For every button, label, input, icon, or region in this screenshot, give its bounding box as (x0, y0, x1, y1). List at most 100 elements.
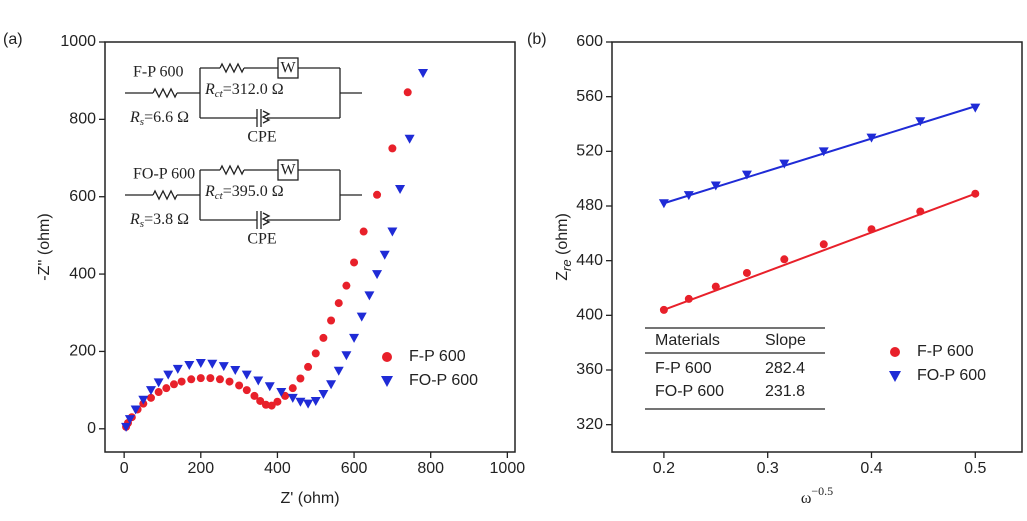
data-point (341, 351, 352, 361)
y-tick-label: 400 (576, 307, 603, 324)
legend-label: F-P 600 (409, 348, 466, 365)
x-axis-label-main: ω (801, 490, 812, 507)
legend-label: FO-P 600 (917, 367, 986, 384)
data-point (162, 384, 171, 393)
data-point (327, 316, 336, 325)
rs-value: =6.6 Ω (144, 109, 189, 126)
x-tick-label: 0.2 (653, 460, 675, 477)
data-point (319, 333, 328, 342)
data-point (121, 422, 132, 432)
data-point (916, 207, 925, 216)
data-point (196, 374, 205, 383)
resistor (219, 164, 245, 176)
data-point (742, 268, 751, 277)
rs-symbol: R (129, 109, 140, 126)
cpe-symbol (256, 109, 271, 127)
data-point (373, 190, 382, 199)
resistor (152, 87, 178, 99)
y-tick-label: 200 (69, 343, 96, 360)
x-tick-label: 1000 (490, 460, 526, 477)
data-point (403, 88, 412, 97)
x-tick-label: 400 (264, 460, 291, 477)
legend-marker (381, 376, 393, 387)
y-tick-label: 480 (576, 197, 603, 214)
cpe-symbol (256, 211, 271, 229)
table-cell: 231.8 (765, 383, 805, 400)
data-point (242, 386, 251, 395)
y-tick-label: 360 (576, 361, 603, 378)
data-point (253, 376, 264, 386)
data-point (711, 282, 720, 291)
data-point (326, 380, 337, 390)
data-point (356, 312, 367, 322)
y-axis-label: Zre (ohm) (554, 213, 574, 281)
panel-label: (a) (3, 31, 23, 48)
y-axis-label: -Z'' (ohm) (36, 213, 53, 280)
data-point (418, 68, 429, 78)
rct-subscript: ct (215, 88, 224, 100)
table-cell: F-P 600 (655, 360, 712, 377)
data-point (287, 393, 298, 403)
data-point (172, 364, 183, 374)
x-tick-label: 200 (187, 460, 214, 477)
data-point (264, 382, 275, 392)
cpe-label: CPE (247, 129, 276, 146)
data-point (387, 227, 398, 237)
data-point (334, 299, 343, 308)
rct-label: Rct=395.0 Ω (204, 183, 284, 202)
warburg-label: W (280, 162, 296, 179)
x-axis-label: ω−0.5 (801, 484, 833, 507)
rs-subscript: s (140, 218, 144, 230)
data-point (225, 377, 234, 386)
data-point (303, 399, 314, 409)
data-point (177, 377, 186, 386)
x-axis-label-sup: −0.5 (811, 484, 833, 498)
y-tick-label: 400 (69, 265, 96, 282)
data-point (146, 393, 155, 402)
data-point (281, 391, 290, 400)
x-tick-label: 0.4 (860, 460, 882, 477)
data-point (311, 349, 320, 358)
data-point (206, 374, 215, 383)
rs-subscript: s (140, 116, 144, 128)
y-tick-label: 1000 (60, 33, 96, 50)
y-tick-label: 600 (69, 188, 96, 205)
data-point (267, 401, 276, 410)
data-point (780, 255, 789, 264)
data-point (395, 184, 406, 194)
y-tick-label: 600 (576, 33, 603, 50)
table-cell: 282.4 (765, 360, 805, 377)
circuit-label: FO-P 600 (133, 166, 195, 183)
legend-label: FO-P 600 (409, 372, 478, 389)
y-tick-label: 0 (87, 420, 96, 437)
y-tick-label: 520 (576, 143, 603, 160)
data-point (359, 227, 368, 236)
data-point (145, 386, 156, 396)
legend-marker (890, 347, 900, 357)
y-tick-label: 320 (576, 416, 603, 433)
resistor (219, 62, 245, 74)
data-point (318, 389, 329, 399)
data-point (349, 333, 360, 343)
data-point (379, 250, 390, 260)
data-point (207, 359, 218, 369)
data-point (350, 258, 359, 267)
table-header: Materials (655, 332, 720, 349)
data-point (710, 181, 721, 191)
data-point (971, 189, 980, 198)
circuit-label: F-P 600 (133, 64, 184, 81)
data-point (163, 370, 174, 380)
data-point (235, 381, 244, 390)
rs-label: Rs=3.8 Ω (129, 211, 189, 230)
data-point (153, 378, 164, 388)
data-point (273, 397, 282, 406)
data-point (372, 270, 383, 280)
data-point (683, 191, 694, 201)
data-point (741, 170, 752, 180)
y-axis-label-main: Z (554, 271, 571, 281)
rs-label: Rs=6.6 Ω (129, 109, 189, 128)
data-point (779, 159, 790, 169)
data-point (169, 380, 178, 389)
y-tick-label: 560 (576, 88, 603, 105)
